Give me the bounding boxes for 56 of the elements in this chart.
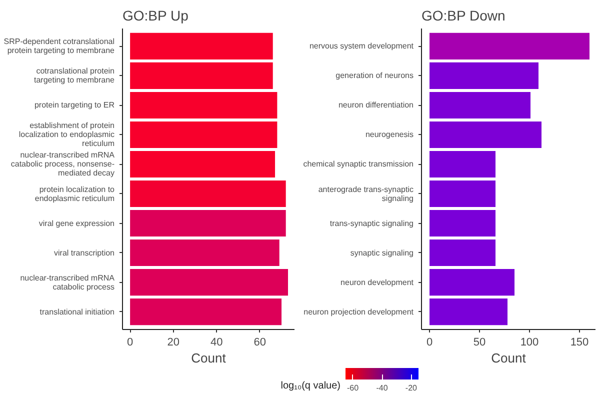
y-tick-label: trans-synaptic signaling [330,218,414,228]
y-tick-label: neuron development [340,278,414,287]
x-axis-title: Count [191,350,226,366]
y-tick-label: protein targeting to ER [34,100,115,110]
y-tick-label: cotranslational protein targeting to membrane [34,66,116,85]
y-tick-label: nervous system development [309,42,414,51]
color-bar-label: -60 [347,384,360,392]
bar [430,150,496,178]
x-tick-label: 0 [127,336,134,348]
color-bar-label: -20 [405,384,418,392]
y-tick-label: neuron projection development [304,307,414,316]
color-bar-label: -40 [376,384,388,392]
bar [430,269,514,296]
y-tick-label: chemical synaptic transmission [303,160,414,169]
y-tick-label: anterograde trans-synaptic signaling [318,184,414,203]
x-tick-label: 50 [473,336,486,348]
y-tick-label: protein localization to endoplasmic reticulum [34,184,116,203]
bar [130,150,276,178]
y-tick-label: viral transcription [54,248,115,258]
bar [130,239,280,266]
y-tick-label: translational initiation [40,307,115,316]
x-tick-label: 150 [570,336,589,348]
bar [130,32,273,60]
y-tick-label: neurogenesis [365,130,414,140]
x-tick-label: 100 [520,336,539,348]
bar [130,210,286,237]
bar [130,180,286,208]
y-tick-label: generation of neurons [336,71,414,80]
color-bar-title: log₁₀(q value) [280,380,341,392]
x-tick-label: 20 [167,336,180,348]
bar [430,92,530,119]
y-tick-label: nuclear-transcribed mRNA catabolic process [20,273,116,292]
x-tick-label: 0 [426,336,433,348]
y-tick-label: establishment of protein localization to endoplasmic reticulum [18,121,115,148]
y-tick-label: SRP-dependent cotranslational protein targeting to membrane [4,37,116,56]
y-tick-label: synaptic signaling [350,248,414,258]
bar [130,121,278,148]
bar [130,62,273,89]
bar [430,180,496,208]
bar [430,62,538,89]
chart-title: GO:BP Up [122,8,189,24]
bar [130,92,278,119]
chart-title: GO:BP Down [422,8,506,24]
x-axis-title: Count [491,350,526,366]
bar [430,210,496,237]
bar [430,121,542,148]
y-tick-label: viral gene expression [38,218,115,228]
bar [430,239,496,266]
bar [130,298,282,326]
x-tick-label: 60 [254,336,266,348]
x-tick-label: 40 [210,336,223,348]
bar [130,269,288,296]
bar [430,298,508,326]
y-tick-label: neuron differentiation [338,100,414,110]
bar [430,32,590,60]
y-tick-label: nuclear-transcribed mRNA catabolic process, nonsense-mediated decay [10,150,116,178]
